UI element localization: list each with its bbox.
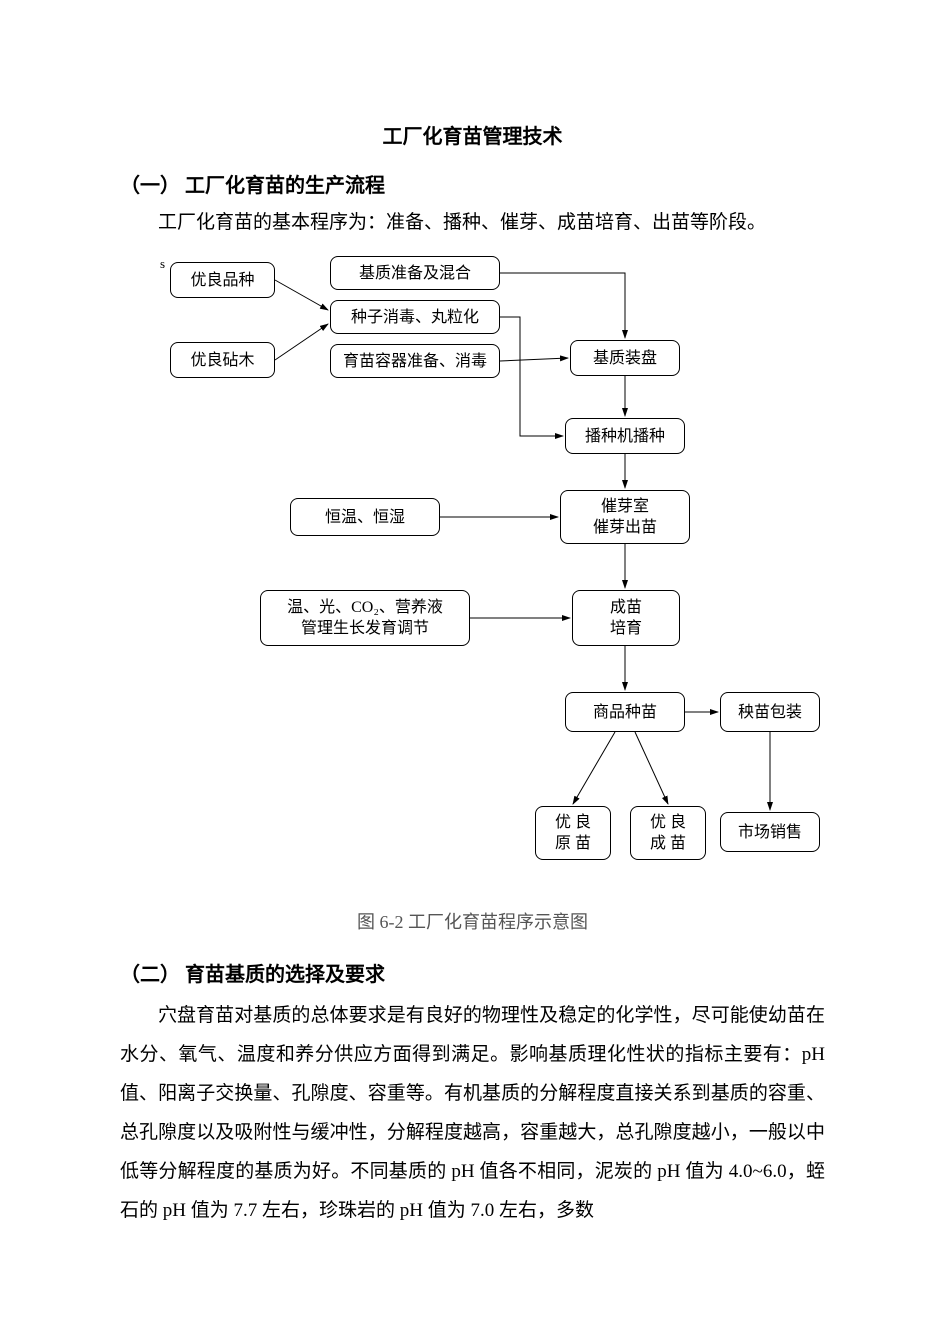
node-commodity: 商品种苗 [565,692,685,732]
section-1-heading: （一） 工厂化育苗的生产流程 [120,169,825,198]
flowchart: s 优良品种 优良砧木 基质准备及混合 种子消毒、丸粒化 育苗容器准备、消毒 基… [120,250,825,890]
node-seed-sterile: 种子消毒、丸粒化 [330,300,500,334]
node-packaging: 秧苗包装 [720,692,820,732]
node-good-raw: 优 良 原 苗 [535,806,611,860]
node-good-final: 优 良 成 苗 [630,806,706,860]
section-2-heading: （二） 育苗基质的选择及要求 [120,958,825,987]
node-fill-tray: 基质装盘 [570,340,680,376]
node-germ-room: 催芽室 催芽出苗 [560,490,690,544]
page-title: 工厂化育苗管理技术 [120,120,825,149]
body-paragraph: 穴盘育苗对基质的总体要求是有良好的物理性及稳定的化学性，尽可能使幼苗在水分、氧气… [120,997,825,1231]
node-variety: 优良品种 [170,262,275,298]
node-substrate-prep: 基质准备及混合 [330,256,500,290]
node-seedling: 成苗 培育 [572,590,680,646]
node-rootstock: 优良砧木 [170,342,275,378]
figure-caption: 图 6-2 工厂化育苗程序示意图 [120,908,825,934]
node-sow: 播种机播种 [565,418,685,454]
s-annotation: s [160,256,165,272]
node-grow-cond: 温、光、CO₂、营养液 管理生长发育调节 [260,590,470,646]
intro-paragraph: 工厂化育苗的基本程序为：准备、播种、催芽、成苗培育、出苗等阶段。 [120,208,825,238]
node-market: 市场销售 [720,812,820,852]
node-container-prep: 育苗容器准备、消毒 [330,344,500,378]
node-const-env: 恒温、恒湿 [290,498,440,536]
